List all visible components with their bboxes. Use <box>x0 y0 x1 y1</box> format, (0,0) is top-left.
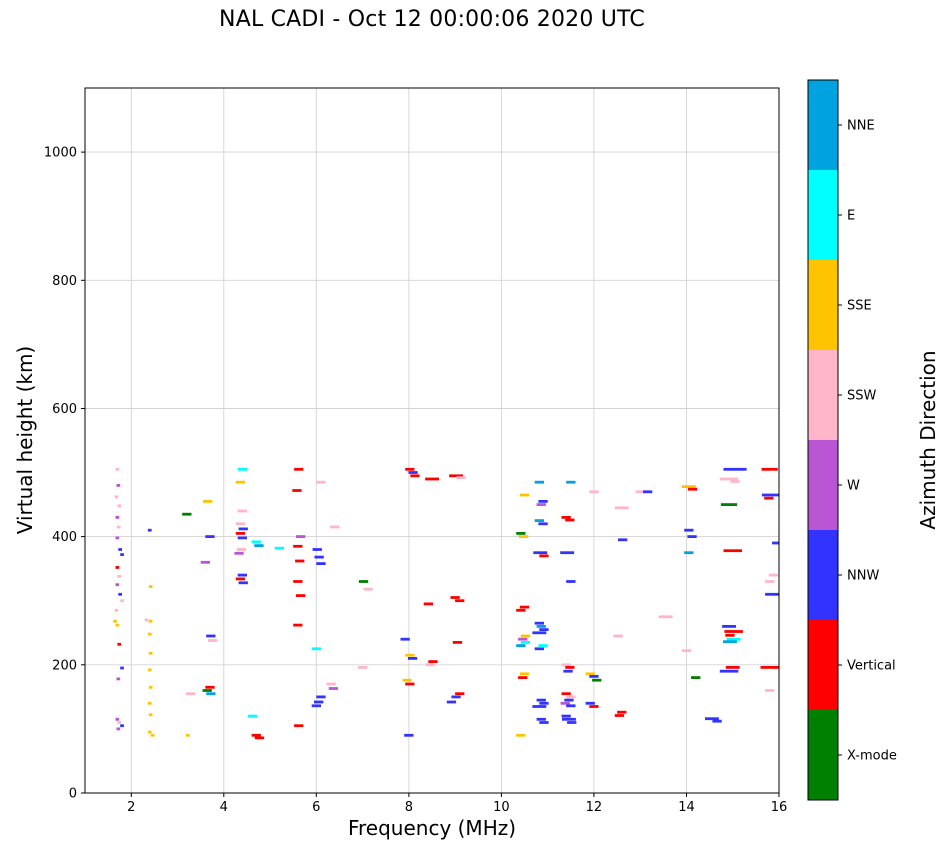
svg-text:1000: 1000 <box>44 146 77 161</box>
colorbar-band-sse <box>808 260 838 350</box>
svg-text:0: 0 <box>69 787 77 802</box>
colorbar-band-nne <box>808 80 838 170</box>
y-axis-ticks: 0 200 400 600 800 1000 <box>44 146 85 802</box>
colorbar-band-nnw <box>808 530 838 620</box>
svg-text:200: 200 <box>52 658 77 673</box>
x-axis-ticks: 2 4 6 8 10 12 14 16 <box>127 793 787 815</box>
svg-text:400: 400 <box>52 530 77 545</box>
svg-text:8: 8 <box>405 800 413 815</box>
echo-points <box>113 467 779 740</box>
svg-text:SSE: SSE <box>847 299 872 314</box>
svg-text:6: 6 <box>312 800 320 815</box>
svg-text:16: 16 <box>771 800 788 815</box>
svg-text:2: 2 <box>127 800 135 815</box>
colorbar-band-e <box>808 170 838 260</box>
colorbar-band-vertical <box>808 620 838 710</box>
svg-text:NNW: NNW <box>847 569 879 584</box>
chart-title: NAL CADI - Oct 12 00:00:06 2020 UTC <box>219 7 645 32</box>
svg-text:X-mode: X-mode <box>847 749 897 764</box>
svg-text:Vertical: Vertical <box>847 659 896 674</box>
grid-lines <box>85 88 780 794</box>
svg-text:W: W <box>847 479 860 494</box>
x-axis-label: Frequency (MHz) <box>347 816 517 840</box>
svg-text:E: E <box>847 209 855 224</box>
colorbar: NNE E SSE SSW W NNW Vertical X-mode <box>807 79 897 801</box>
colorbar-band-w <box>808 440 838 530</box>
svg-text:14: 14 <box>678 800 695 815</box>
svg-text:600: 600 <box>52 402 77 417</box>
y-axis-label: Virtual height (km) <box>13 345 37 535</box>
colorbar-band-x-mode <box>808 710 838 800</box>
plot-border <box>84 87 780 794</box>
svg-text:12: 12 <box>586 800 603 815</box>
svg-text:800: 800 <box>52 274 77 289</box>
colorbar-band-ssw <box>808 350 838 440</box>
svg-text:NNE: NNE <box>847 119 875 134</box>
colorbar-label: Azimuth Direction <box>916 350 940 530</box>
svg-text:4: 4 <box>220 800 228 815</box>
svg-text:10: 10 <box>493 800 510 815</box>
svg-text:SSW: SSW <box>847 389 877 404</box>
